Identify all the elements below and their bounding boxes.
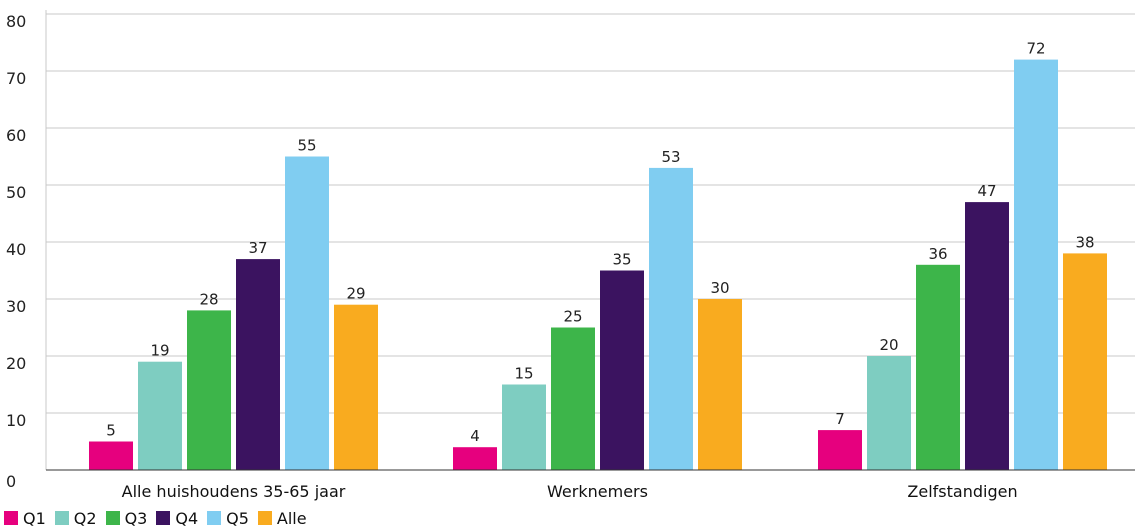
data-label: 15 [514, 365, 533, 383]
y-tick-label: 40 [6, 240, 26, 259]
legend-swatch [156, 511, 171, 525]
data-label: 4 [470, 427, 480, 445]
legend-item: Alle [257, 508, 307, 528]
legend-swatch [105, 511, 120, 525]
data-label: 29 [346, 285, 365, 303]
bar-q1 [453, 447, 497, 470]
data-label: 19 [150, 342, 169, 360]
bar-q5 [285, 156, 329, 470]
y-tick-label: 0 [6, 472, 16, 491]
legend-swatch [4, 511, 18, 525]
legend-swatch [257, 511, 272, 525]
data-label: 72 [1026, 40, 1045, 58]
data-label: 37 [248, 239, 267, 257]
bar-q2 [867, 356, 911, 470]
y-tick-label: 70 [6, 69, 26, 88]
bar-chart: 0 10 20 30 40 50 60 70 80 5 19 28 37 55 29 4 15 25 35 53 30… [6, 10, 1135, 501]
data-label: 47 [977, 182, 996, 200]
data-label: 20 [879, 336, 898, 354]
bar-q4 [600, 270, 644, 470]
data-label: 7 [835, 410, 845, 428]
bar-q4 [236, 259, 280, 470]
data-label: 30 [710, 279, 729, 297]
bar-q5 [649, 167, 693, 470]
y-tick-label: 60 [6, 126, 26, 145]
legend-item: Q5 [207, 509, 249, 528]
bar-q5 [1014, 59, 1058, 470]
category-label: Werknemers [547, 482, 648, 501]
bar-q1 [818, 430, 862, 470]
legend-item: Q1 [4, 509, 46, 528]
y-axis-tick-labels: 0 10 20 30 40 50 60 70 80 [6, 12, 26, 491]
y-tick-label: 20 [6, 354, 26, 373]
bar-alle [698, 299, 742, 470]
legend-label: Q3 [124, 508, 148, 528]
legend-swatch [54, 511, 69, 525]
data-label: 28 [199, 290, 218, 308]
bar-q2 [502, 384, 546, 470]
data-label: 36 [928, 245, 947, 263]
data-label: 53 [661, 148, 680, 166]
y-tick-label: 10 [6, 411, 26, 430]
data-label: 55 [297, 137, 316, 155]
bars [89, 59, 1107, 470]
bar-q3 [551, 327, 595, 470]
legend: Q1 Q2 Q3 Q4 Q5 Alle [4, 508, 316, 528]
category-label: Alle huishoudens 35-65 jaar [122, 482, 346, 501]
y-tick-label: 80 [6, 12, 26, 31]
y-tick-label: 30 [6, 297, 26, 316]
category-label: Zelfstandigen [907, 482, 1017, 501]
bar-alle [334, 304, 378, 470]
legend-swatch [207, 511, 222, 525]
data-label: 5 [106, 422, 116, 440]
bar-q3 [187, 310, 231, 470]
data-labels: 5 19 28 37 55 29 4 15 25 35 53 30 7 20 36 47 72 38 [106, 40, 1094, 446]
bar-alle [1063, 253, 1107, 470]
legend-label: Q1 [23, 508, 46, 528]
legend-item: Q2 [54, 508, 97, 528]
legend-label: Alle [276, 508, 307, 528]
y-tick-label: 50 [6, 183, 26, 202]
legend-item: Q4 [156, 509, 198, 528]
bar-q1 [89, 441, 133, 470]
bar-q2 [138, 361, 182, 470]
bar-q4 [965, 202, 1009, 470]
legend-label: Q4 [175, 508, 199, 528]
bar-q3 [916, 264, 960, 470]
legend-label: Q2 [73, 508, 97, 528]
data-label: 35 [612, 251, 631, 269]
legend-item: Q3 [105, 508, 148, 528]
legend-label: Q5 [226, 508, 249, 528]
data-label: 38 [1075, 233, 1094, 251]
x-axis-category-labels: Alle huishoudens 35-65 jaar Werknemers Zel… [122, 482, 1018, 501]
data-label: 25 [563, 308, 582, 326]
